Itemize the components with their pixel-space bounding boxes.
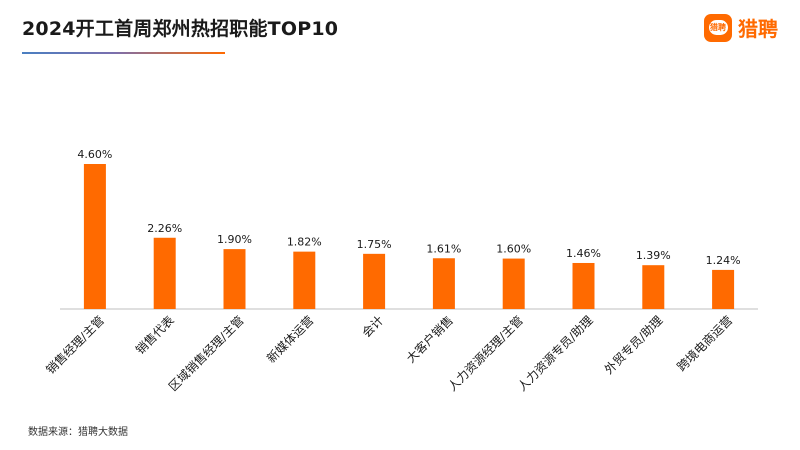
bar bbox=[432, 258, 455, 309]
logo-text: 猎聘 bbox=[738, 17, 778, 41]
x-tick-label: 人力资源专员/助理 bbox=[514, 313, 595, 394]
data-label: 1.39% bbox=[636, 249, 671, 262]
bar bbox=[153, 237, 176, 309]
x-tick-label: 区域销售经理/主管 bbox=[165, 313, 246, 394]
liepin-logo-icon: 猎聘 bbox=[704, 13, 732, 42]
data-label: 1.90% bbox=[217, 233, 252, 246]
data-label: 4.60% bbox=[77, 148, 112, 161]
bar bbox=[363, 253, 386, 309]
x-tick-label: 销售代表 bbox=[132, 313, 177, 358]
data-source-note: 数据来源：猎聘大数据 bbox=[28, 427, 128, 438]
bar bbox=[293, 251, 316, 309]
title-underline bbox=[22, 52, 225, 54]
logo-mark-text: 猎聘 bbox=[708, 20, 728, 35]
data-label: 1.75% bbox=[357, 238, 392, 251]
x-tick-label: 跨境电商运营 bbox=[674, 313, 736, 375]
chart-title: 2024开工首周郑州热招职能TOP10 bbox=[22, 18, 339, 40]
bar bbox=[223, 249, 246, 309]
data-label: 2.26% bbox=[147, 222, 182, 235]
data-label: 1.82% bbox=[287, 236, 322, 249]
bar bbox=[642, 265, 665, 309]
data-label: 1.46% bbox=[566, 247, 601, 260]
bar bbox=[83, 164, 106, 309]
bar bbox=[572, 262, 595, 309]
x-tick-label: 新媒体运营 bbox=[263, 313, 316, 366]
x-tick-label: 销售经理/主管 bbox=[43, 313, 107, 377]
data-label: 1.61% bbox=[426, 242, 461, 255]
bar bbox=[502, 258, 525, 309]
liepin-logo: 猎聘 猎聘 bbox=[704, 13, 778, 42]
x-tick-label: 会计 bbox=[359, 313, 386, 340]
data-label: 1.60% bbox=[496, 243, 531, 256]
x-tick-label: 人力资源经理/主管 bbox=[444, 313, 525, 394]
bar bbox=[712, 269, 735, 309]
x-tick-label: 大客户销售 bbox=[403, 313, 456, 366]
x-tick-label: 外贸专员/助理 bbox=[601, 313, 665, 377]
data-label: 1.24% bbox=[706, 254, 741, 267]
